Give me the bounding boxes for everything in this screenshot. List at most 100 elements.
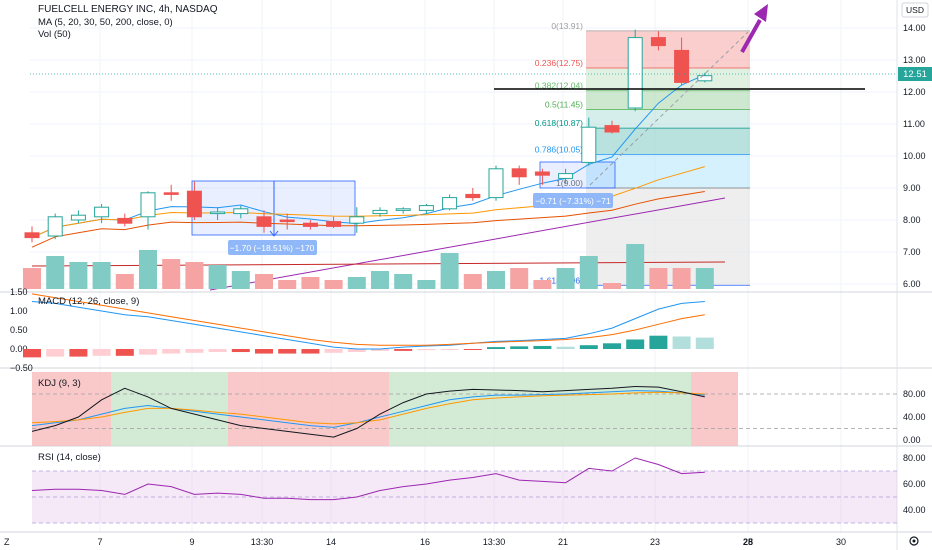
time-axis-z[interactable]: Z	[4, 537, 10, 547]
macd-line	[31, 301, 705, 350]
rsi-band	[32, 471, 897, 523]
macd-hist-bar	[347, 349, 366, 353]
fib-level-label: 0.786(10.05)	[535, 144, 583, 154]
candle-body	[233, 208, 249, 215]
macd-hist-bar	[46, 349, 65, 357]
kdj-j-line	[31, 385, 705, 438]
measure-box-right[interactable]	[539, 161, 616, 189]
fib-band	[586, 154, 750, 188]
macd-hist-bar	[231, 349, 250, 353]
candle-body	[349, 216, 365, 224]
candle-body	[163, 192, 179, 195]
candle-body	[70, 214, 86, 221]
fib-band	[586, 30, 750, 69]
price-tick: 6.00	[903, 279, 921, 289]
kdj-band	[32, 372, 111, 446]
time-tick: 25	[743, 537, 753, 547]
volume-bar	[162, 259, 181, 289]
currency-badge[interactable]	[901, 2, 929, 18]
volume-bar	[440, 253, 459, 289]
candlesticks[interactable]	[24, 29, 713, 243]
ma-50-line	[209, 197, 726, 291]
volume-bar	[672, 268, 691, 289]
fib-band	[586, 90, 750, 110]
time-tick: 30	[836, 537, 846, 547]
fib-band	[586, 68, 750, 91]
candle-body	[256, 216, 272, 227]
candle-body	[117, 217, 133, 224]
candle-body	[697, 75, 713, 82]
candle-body	[210, 211, 226, 215]
volume-bar	[139, 250, 157, 289]
macd-tick: 0.50	[10, 325, 28, 335]
last-price-tag-bg	[898, 67, 932, 81]
macd-hist-bar	[487, 347, 505, 349]
candle-body	[511, 168, 527, 178]
volume-bar	[556, 268, 575, 289]
volume-bar	[23, 268, 41, 289]
macd-hist-bar	[603, 343, 621, 349]
range-label-right-bg	[533, 193, 613, 208]
candle-body	[534, 171, 550, 176]
symbol-legend[interactable]: FUELCELL ENERGY INC, 4h, NASDAQ	[38, 4, 218, 15]
price-tick: 11.00	[903, 119, 925, 129]
price-tick: 10.00	[903, 151, 926, 161]
time-tick: 14	[326, 537, 336, 547]
macd-hist-bar	[510, 346, 529, 349]
kdj-band	[691, 372, 738, 446]
fib-band	[586, 188, 750, 286]
purple-arrow-icon[interactable]	[740, 4, 768, 53]
price-tick: 8.00	[903, 215, 921, 225]
price-axis[interactable]: 14.00 13.00 12.00 11.00 10.00 9.00 8.00 7.00 6.0…	[903, 23, 926, 289]
trend-dashed-line[interactable]	[589, 31, 749, 186]
candle-body	[279, 219, 295, 223]
macd-hist-bar	[278, 349, 297, 354]
kdj-pane[interactable]: 80.00 40.00 0.00	[31, 372, 926, 446]
price-tick: 14.00	[903, 23, 926, 33]
macd-hist-bar	[672, 336, 691, 349]
volume-bar	[533, 280, 552, 289]
volume-bar	[579, 256, 598, 289]
rsi-legend[interactable]: RSI (14, close)	[38, 452, 101, 463]
range-label-left-bg	[228, 240, 317, 255]
fib-level-label: 0.5(11.45)	[545, 100, 583, 110]
time-tick: 13:30	[251, 537, 274, 547]
volume-bar	[278, 280, 297, 289]
macd-tick: −0.50	[10, 363, 33, 373]
macd-hist-bar	[92, 349, 111, 356]
measure-box-left[interactable]	[191, 180, 356, 237]
macd-hist-bar	[255, 349, 273, 354]
kdj-band	[228, 372, 389, 446]
rsi-tick: 40.00	[903, 505, 926, 515]
last-price-tag: 12.51	[903, 69, 927, 80]
time-tick: 16	[420, 537, 430, 547]
volume-histogram	[23, 244, 714, 289]
candle-body	[465, 193, 481, 199]
range-label-right: −0.71 (−7.31%) −71	[535, 196, 611, 206]
macd-tick: 0.00	[10, 344, 28, 354]
macd-legend[interactable]: MACD (12, 26, close, 9)	[38, 296, 140, 307]
candle-body	[395, 208, 411, 211]
ma-legend[interactable]: MA (5, 20, 30, 50, 200, close, 0)	[38, 17, 173, 28]
ma-30-line	[31, 191, 705, 248]
candle-body	[372, 209, 388, 215]
fib-retracement[interactable]: 0(13.91) 0.236(12.75) 0.382(12.04) 0.5(11.4…	[535, 21, 750, 286]
rsi-pane[interactable]: 80.00 60.00 40.00	[31, 453, 926, 524]
macd-pane[interactable]: 1.50 1.00 0.50 0.00 −0.50	[10, 287, 714, 373]
candle-body	[488, 168, 504, 199]
macd-hist-bar	[301, 349, 320, 354]
grid-lines	[30, 0, 897, 532]
settings-icon[interactable]	[909, 536, 919, 546]
macd-signal-line	[31, 293, 705, 346]
fib-band	[586, 109, 750, 129]
volume-bar	[324, 280, 343, 289]
vol-legend[interactable]: Vol (50)	[38, 29, 71, 40]
kdj-legend[interactable]: KDJ (9, 3)	[38, 378, 81, 389]
candle-body	[186, 190, 202, 218]
price-tick: 9.00	[903, 183, 921, 193]
candle-body	[581, 126, 597, 163]
macd-tick: 1.00	[10, 306, 28, 316]
kdj-band	[111, 372, 228, 446]
